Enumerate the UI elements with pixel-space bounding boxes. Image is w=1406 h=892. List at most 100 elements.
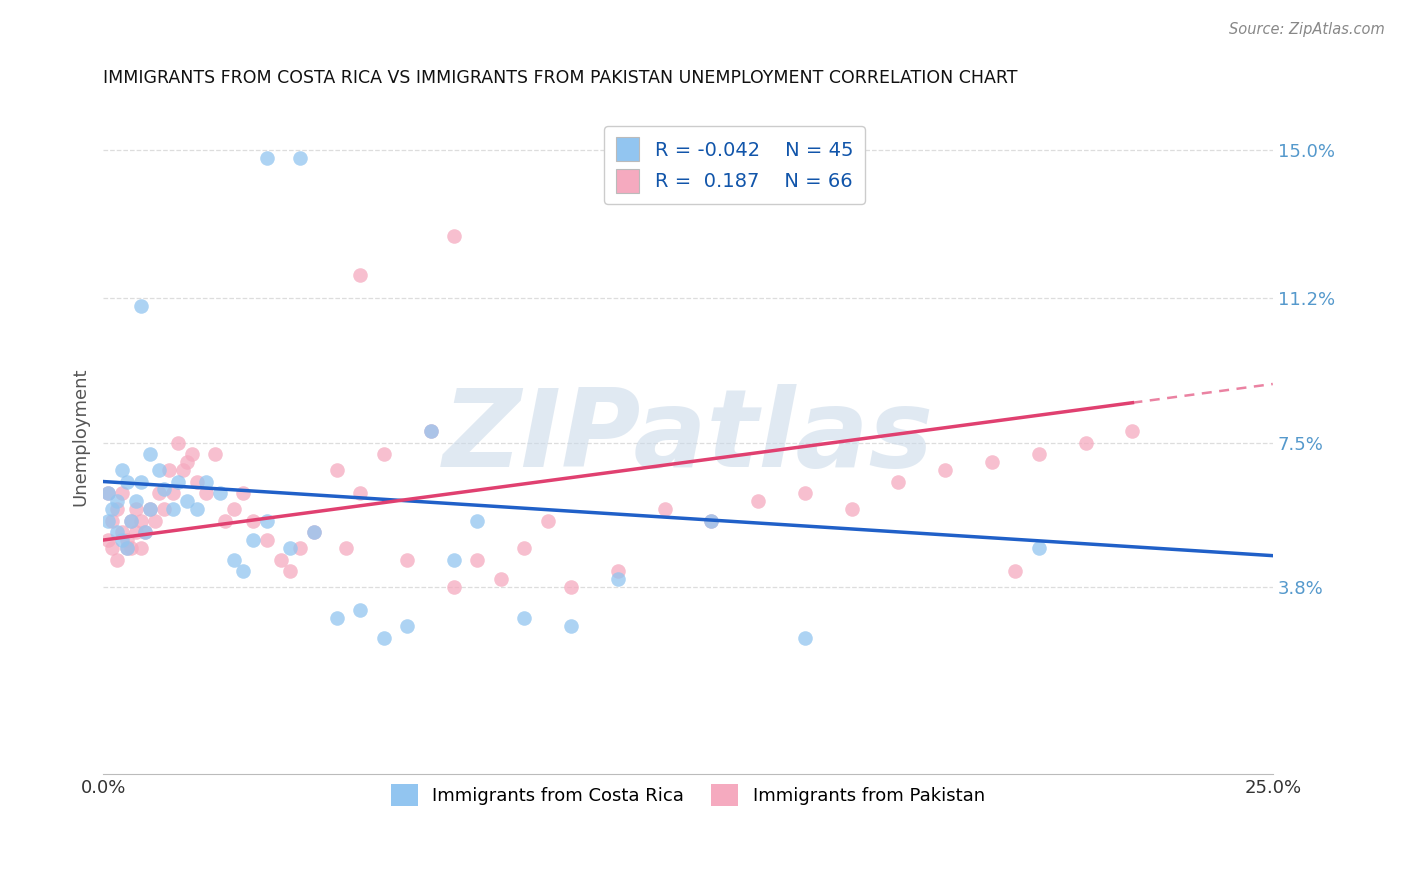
Point: [115, 541, 138, 555]
Point: [467, 552, 489, 566]
Point: [242, 514, 264, 528]
Point: [288, 151, 311, 165]
Point: [115, 541, 138, 555]
Point: [513, 611, 536, 625]
Point: [97, 486, 120, 500]
Point: [186, 475, 208, 489]
Point: [443, 228, 465, 243]
Point: [278, 541, 301, 555]
Point: [105, 494, 128, 508]
Point: [793, 486, 815, 500]
Point: [101, 541, 124, 555]
Point: [129, 514, 152, 528]
Point: [224, 501, 246, 516]
Point: [195, 475, 218, 489]
Point: [129, 475, 152, 489]
Point: [326, 611, 349, 625]
Point: [97, 486, 120, 500]
Point: [443, 580, 465, 594]
Point: [606, 572, 628, 586]
Point: [129, 299, 152, 313]
Point: [101, 514, 124, 528]
Point: [111, 525, 134, 540]
Point: [186, 501, 208, 516]
Point: [157, 463, 180, 477]
Point: [560, 580, 582, 594]
Point: [111, 533, 134, 547]
Point: [167, 435, 190, 450]
Text: Source: ZipAtlas.com: Source: ZipAtlas.com: [1229, 22, 1385, 37]
Point: [887, 475, 910, 489]
Point: [139, 501, 162, 516]
Point: [335, 541, 357, 555]
Point: [139, 501, 162, 516]
Point: [115, 533, 138, 547]
Point: [176, 494, 198, 508]
Point: [139, 447, 162, 461]
Point: [176, 455, 198, 469]
Point: [204, 447, 226, 461]
Point: [981, 455, 1004, 469]
Point: [214, 514, 236, 528]
Point: [120, 514, 142, 528]
Point: [302, 525, 325, 540]
Point: [162, 501, 184, 516]
Point: [125, 494, 148, 508]
Point: [793, 631, 815, 645]
Point: [349, 486, 371, 500]
Point: [111, 486, 134, 500]
Point: [1074, 435, 1097, 450]
Point: [349, 603, 371, 617]
Point: [419, 424, 441, 438]
Point: [841, 501, 863, 516]
Point: [134, 525, 156, 540]
Point: [105, 501, 128, 516]
Point: [1028, 541, 1050, 555]
Point: [242, 533, 264, 547]
Point: [101, 501, 124, 516]
Point: [129, 541, 152, 555]
Point: [256, 533, 278, 547]
Point: [606, 564, 628, 578]
Point: [105, 552, 128, 566]
Point: [396, 552, 419, 566]
Point: [326, 463, 349, 477]
Legend: Immigrants from Costa Rica, Immigrants from Pakistan: Immigrants from Costa Rica, Immigrants f…: [384, 777, 993, 814]
Point: [181, 447, 204, 461]
Point: [111, 463, 134, 477]
Point: [560, 619, 582, 633]
Point: [1028, 447, 1050, 461]
Point: [97, 514, 120, 528]
Point: [162, 486, 184, 500]
Point: [134, 525, 156, 540]
Point: [302, 525, 325, 540]
Point: [396, 619, 419, 633]
Point: [148, 463, 170, 477]
Point: [536, 514, 558, 528]
Point: [443, 552, 465, 566]
Point: [747, 494, 769, 508]
Point: [419, 424, 441, 438]
Point: [97, 533, 120, 547]
Point: [373, 447, 395, 461]
Point: [489, 572, 512, 586]
Point: [153, 483, 176, 497]
Point: [373, 631, 395, 645]
Point: [270, 552, 292, 566]
Point: [105, 525, 128, 540]
Text: IMMIGRANTS FROM COSTA RICA VS IMMIGRANTS FROM PAKISTAN UNEMPLOYMENT CORRELATION : IMMIGRANTS FROM COSTA RICA VS IMMIGRANTS…: [103, 69, 1018, 87]
Point: [143, 514, 166, 528]
Point: [288, 541, 311, 555]
Point: [256, 514, 278, 528]
Point: [125, 501, 148, 516]
Point: [349, 268, 371, 282]
Point: [1121, 424, 1143, 438]
Point: [209, 486, 232, 500]
Point: [934, 463, 956, 477]
Point: [148, 486, 170, 500]
Point: [125, 525, 148, 540]
Point: [115, 475, 138, 489]
Point: [467, 514, 489, 528]
Point: [700, 514, 723, 528]
Point: [232, 564, 254, 578]
